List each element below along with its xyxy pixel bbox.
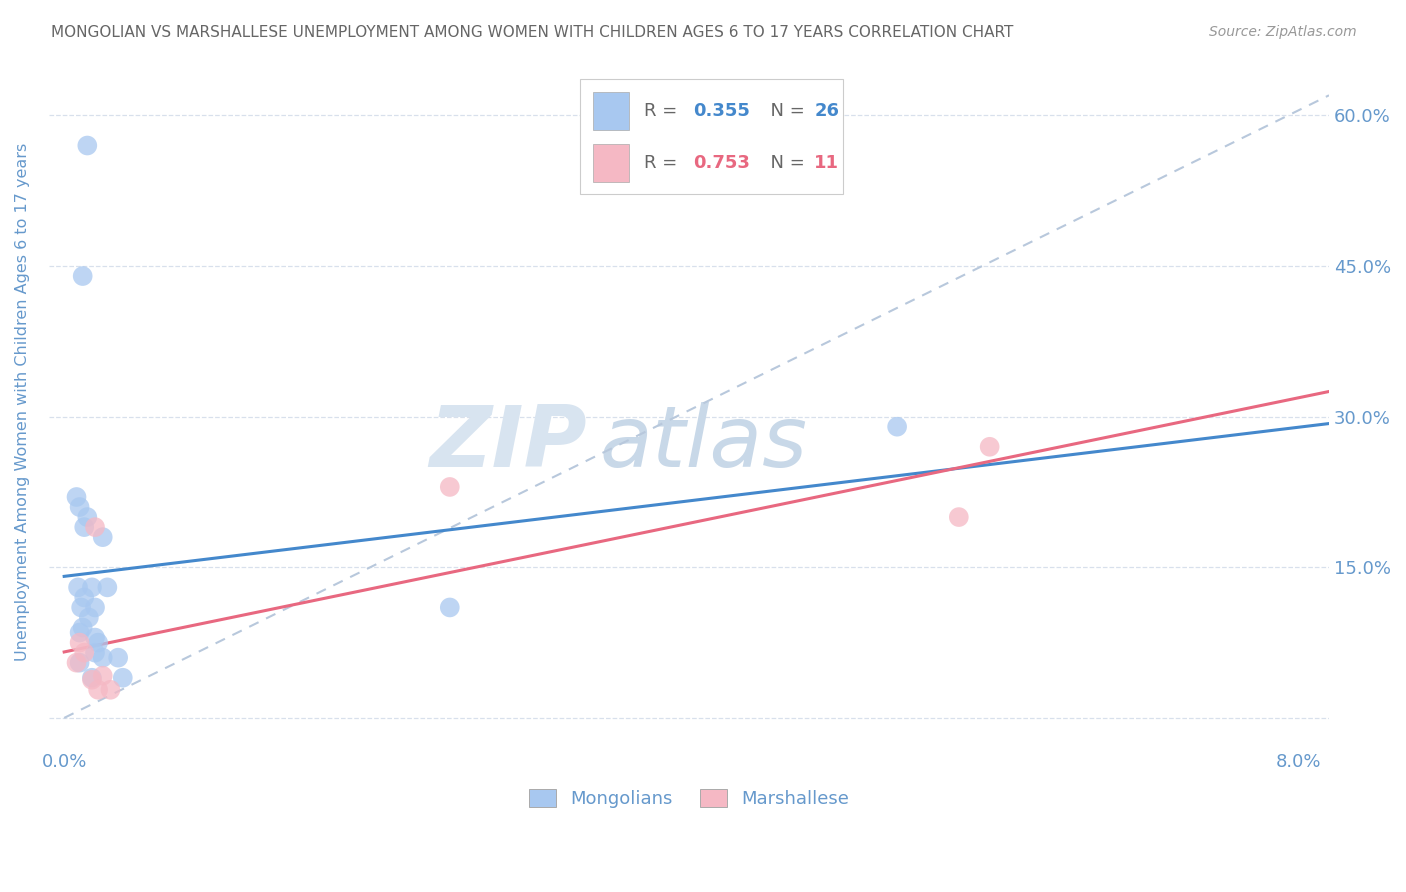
Point: [77, 610, 100, 624]
Point: [439, 600, 461, 615]
Point: [80, 673, 103, 687]
Point: [73, 520, 96, 534]
Point: [69, 656, 91, 670]
FancyBboxPatch shape: [593, 144, 628, 182]
Point: [65, 656, 87, 670]
Point: [100, 682, 122, 697]
FancyBboxPatch shape: [581, 79, 842, 194]
Text: 0.753: 0.753: [693, 153, 749, 172]
Point: [84, 631, 107, 645]
Point: [69, 635, 91, 649]
Text: R =: R =: [644, 103, 683, 120]
Point: [67, 580, 90, 594]
Point: [439, 480, 461, 494]
Point: [72, 621, 94, 635]
Point: [111, 671, 134, 685]
Point: [70, 600, 93, 615]
Point: [107, 650, 129, 665]
Point: [84, 520, 107, 534]
Point: [73, 591, 96, 605]
Point: [91, 669, 114, 683]
Text: atlas: atlas: [599, 401, 807, 484]
Point: [84, 646, 107, 660]
Text: ZIP: ZIP: [429, 401, 586, 484]
Point: [73, 646, 96, 660]
Text: MONGOLIAN VS MARSHALLESE UNEMPLOYMENT AMONG WOMEN WITH CHILDREN AGES 6 TO 17 YEA: MONGOLIAN VS MARSHALLESE UNEMPLOYMENT AM…: [51, 25, 1012, 40]
Text: 26: 26: [814, 103, 839, 120]
Y-axis label: Unemployment Among Women with Children Ages 6 to 17 years: Unemployment Among Women with Children A…: [15, 143, 30, 661]
Point: [76, 138, 98, 153]
Point: [96, 580, 118, 594]
Point: [948, 510, 970, 524]
Text: Source: ZipAtlas.com: Source: ZipAtlas.com: [1209, 25, 1357, 39]
Point: [65, 490, 87, 504]
Text: 11: 11: [814, 153, 839, 172]
Point: [76, 510, 98, 524]
FancyBboxPatch shape: [593, 93, 628, 130]
Point: [69, 625, 91, 640]
Text: N =: N =: [759, 153, 811, 172]
Point: [87, 682, 110, 697]
Legend: Mongolians, Marshallese: Mongolians, Marshallese: [522, 781, 856, 815]
Point: [886, 419, 908, 434]
Text: 0.355: 0.355: [693, 103, 749, 120]
Point: [979, 440, 1001, 454]
Point: [84, 600, 107, 615]
Point: [91, 530, 114, 544]
Text: R =: R =: [644, 153, 683, 172]
Point: [80, 580, 103, 594]
Point: [87, 635, 110, 649]
Point: [91, 650, 114, 665]
Text: N =: N =: [759, 103, 811, 120]
Point: [80, 671, 103, 685]
Point: [69, 500, 91, 514]
Point: [72, 268, 94, 283]
